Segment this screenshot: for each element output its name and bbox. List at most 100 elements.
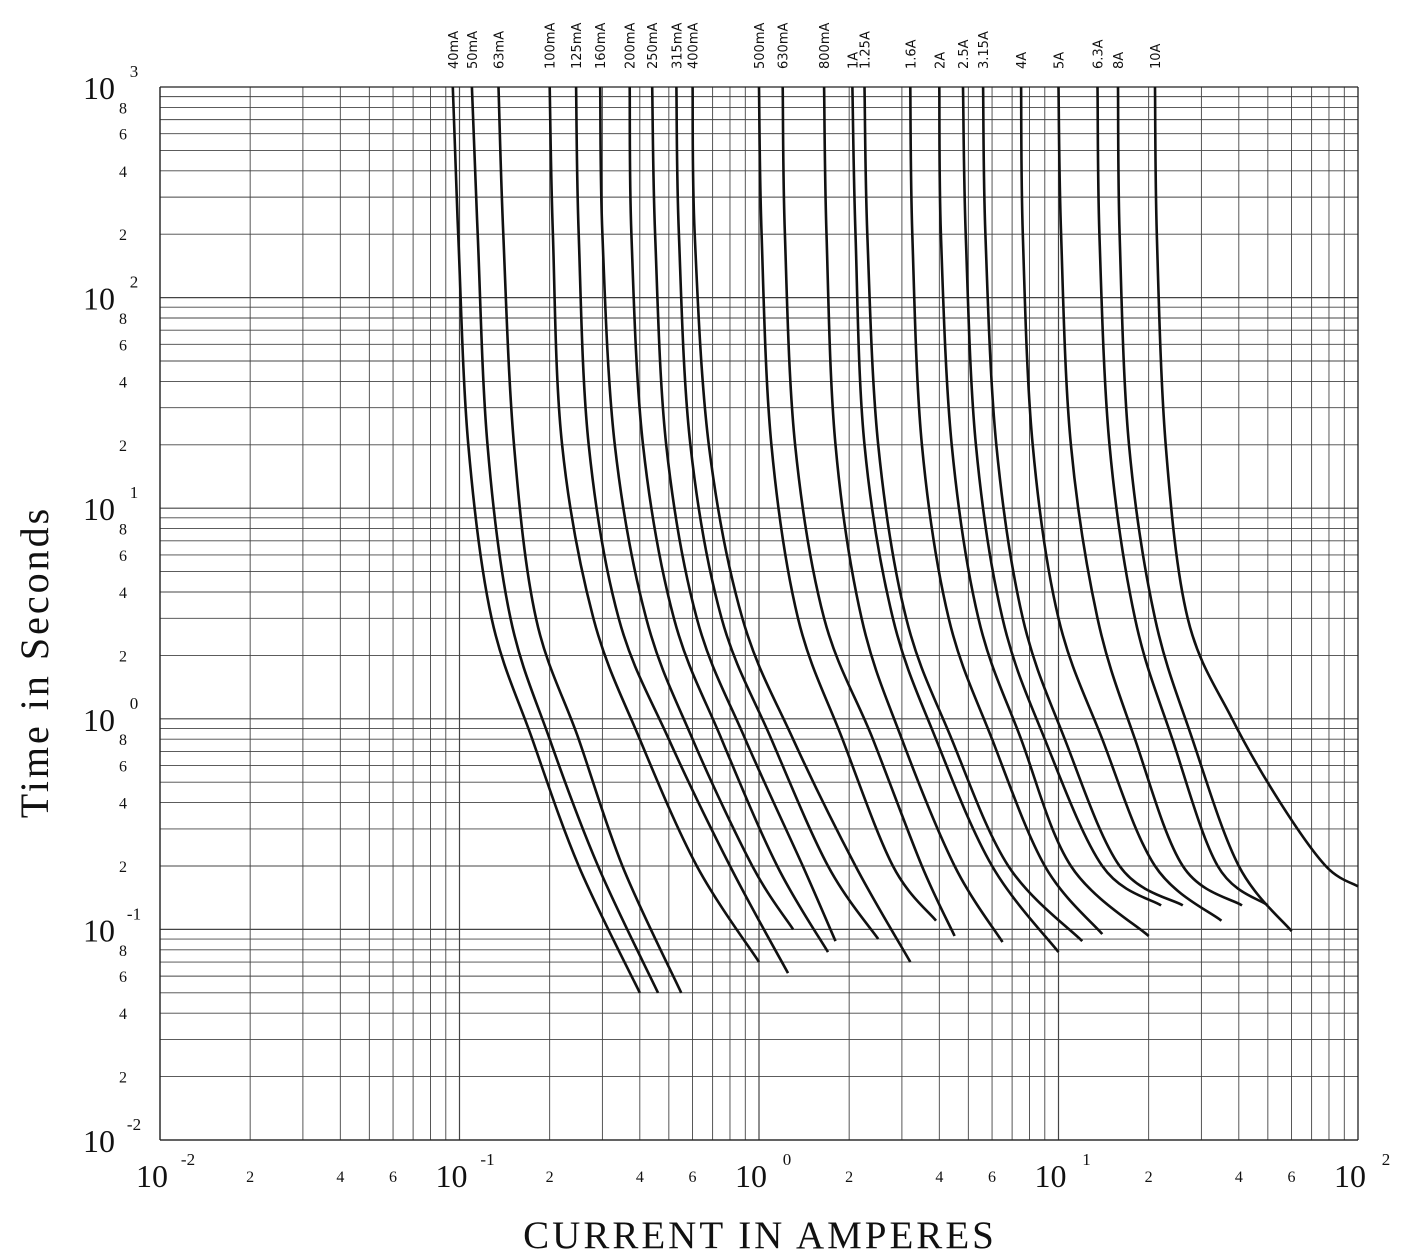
x-decade-label: 10: [735, 1158, 767, 1194]
series-label-200mA: 200mA: [624, 23, 639, 69]
y-decade-label: 10: [83, 491, 115, 527]
x-decade-label: 10: [1334, 1158, 1366, 1194]
x-minor-tick-label: 2: [1145, 1169, 1153, 1186]
y-minor-tick-label: 4: [119, 796, 127, 813]
y-minor-tick-label: 8: [119, 522, 127, 539]
curve-630mA: [781, 86, 956, 937]
series-label-1_25A: 1.25A: [859, 31, 874, 69]
series-labels: 40mA 50mA 63mA 100mA 125mA 160mA 200mA 250mA 315…: [447, 23, 1164, 69]
x-axis-title: CURRENT IN AMPERES: [523, 1214, 997, 1257]
series-label-50mA: 50mA: [466, 31, 481, 69]
y-decade-exponent: 0: [130, 694, 139, 713]
series-label-63mA: 63mA: [493, 31, 508, 69]
curve-5A: [1057, 86, 1243, 907]
y-minor-tick-label: 8: [119, 943, 127, 960]
series-label-1_6A: 1.6A: [904, 39, 919, 69]
curve-100mA: [548, 86, 761, 963]
x-minor-tick-label: 4: [336, 1169, 344, 1186]
series-label-8A: 8A: [1112, 52, 1127, 69]
y-minor-tick-label: 6: [119, 759, 127, 776]
y-minor-tick-label: 6: [119, 127, 127, 144]
series-label-630mA: 630mA: [777, 23, 792, 69]
curve-50mA: [470, 86, 660, 994]
curve-500mA: [757, 86, 938, 922]
curve-1A: [851, 86, 1060, 953]
y-decade-label: 10: [83, 70, 115, 106]
y-axis-ticks: 10 -2 10 -1 10 0 10 1 10 2 10 3 2 4 6 8 2 4 6 8 2 4 6 8 2 4 6 8 2 4 6 8: [83, 62, 141, 1159]
y-decade-exponent: -2: [127, 1115, 141, 1134]
y-minor-tick-label: 2: [119, 1070, 127, 1087]
series-label-160mA: 160mA: [594, 23, 609, 69]
x-minor-tick-label: 4: [636, 1169, 644, 1186]
curve-63mA: [497, 86, 683, 994]
curve-4A: [1019, 86, 1223, 922]
x-decade-exponent: 1: [1082, 1150, 1091, 1169]
series-label-400mA: 400mA: [687, 23, 702, 69]
x-decade-exponent: -1: [480, 1150, 494, 1169]
y-minor-tick-label: 8: [119, 311, 127, 328]
series-label-315mA: 315mA: [670, 23, 685, 69]
series-label-5A: 5A: [1053, 52, 1068, 69]
y-minor-tick-label: 6: [119, 548, 127, 565]
y-decade-exponent: 1: [130, 483, 139, 502]
curves: [451, 86, 1359, 994]
x-minor-tick-label: 4: [1235, 1169, 1243, 1186]
y-minor-tick-label: 4: [119, 164, 127, 181]
x-decade-label: 10: [1035, 1158, 1067, 1194]
x-decade-exponent: 2: [1382, 1150, 1391, 1169]
curve-1_6A: [909, 86, 1104, 935]
x-decade-exponent: 0: [783, 1150, 792, 1169]
series-label-2_5A: 2.5A: [957, 39, 972, 69]
series-label-10A: 10A: [1149, 43, 1164, 69]
curve-40mA: [451, 86, 641, 994]
x-minor-tick-label: 6: [389, 1169, 397, 1186]
series-label-125mA: 125mA: [570, 23, 585, 69]
x-decade-label: 10: [436, 1158, 468, 1194]
series-label-500mA: 500mA: [753, 23, 768, 69]
curve-160mA: [598, 86, 795, 931]
curve-3_15A: [981, 86, 1184, 907]
y-axis-title: Time in Seconds: [12, 506, 57, 818]
x-minor-tick-label: 2: [546, 1169, 554, 1186]
y-minor-tick-label: 4: [119, 374, 127, 391]
curve-800mA: [822, 86, 1004, 943]
curve-2_5A: [961, 86, 1162, 907]
plot-frame: [159, 86, 1359, 1141]
y-minor-tick-label: 8: [119, 732, 127, 749]
curve-200mA: [628, 86, 830, 953]
series-label-250mA: 250mA: [646, 23, 661, 69]
y-minor-tick-label: 2: [119, 227, 127, 244]
x-minor-tick-label: 4: [935, 1169, 943, 1186]
curve-400mA: [691, 86, 912, 963]
y-decade-exponent: 3: [130, 62, 139, 81]
x-minor-tick-label: 6: [689, 1169, 697, 1186]
x-minor-tick-label: 6: [1288, 1169, 1296, 1186]
y-minor-tick-label: 2: [119, 648, 127, 665]
y-minor-tick-label: 8: [119, 100, 127, 117]
y-minor-tick-label: 6: [119, 337, 127, 354]
series-label-3_15A: 3.15A: [977, 31, 992, 69]
series-label-100mA: 100mA: [544, 23, 559, 69]
curve-6_3A: [1096, 86, 1269, 907]
curve-125mA: [574, 86, 790, 974]
x-minor-tick-label: 2: [845, 1169, 853, 1186]
y-decade-label: 10: [83, 912, 115, 948]
y-minor-tick-label: 6: [119, 969, 127, 986]
curve-250mA: [650, 86, 837, 942]
curve-1_25A: [863, 86, 1084, 943]
x-minor-tick-label: 6: [988, 1169, 996, 1186]
x-decade-exponent: -2: [181, 1150, 195, 1169]
x-decade-label: 10: [136, 1158, 168, 1194]
series-label-4A: 4A: [1015, 52, 1030, 69]
series-label-2A: 2A: [933, 52, 948, 69]
y-minor-tick-label: 2: [119, 438, 127, 455]
series-label-800mA: 800mA: [818, 23, 833, 69]
series-label-1A: 1A: [846, 52, 861, 69]
curve-10A: [1153, 86, 1359, 888]
curve-2A: [938, 86, 1150, 937]
curve-8A: [1116, 86, 1293, 933]
x-minor-tick-label: 2: [246, 1169, 254, 1186]
y-decade-label: 10: [83, 702, 115, 738]
